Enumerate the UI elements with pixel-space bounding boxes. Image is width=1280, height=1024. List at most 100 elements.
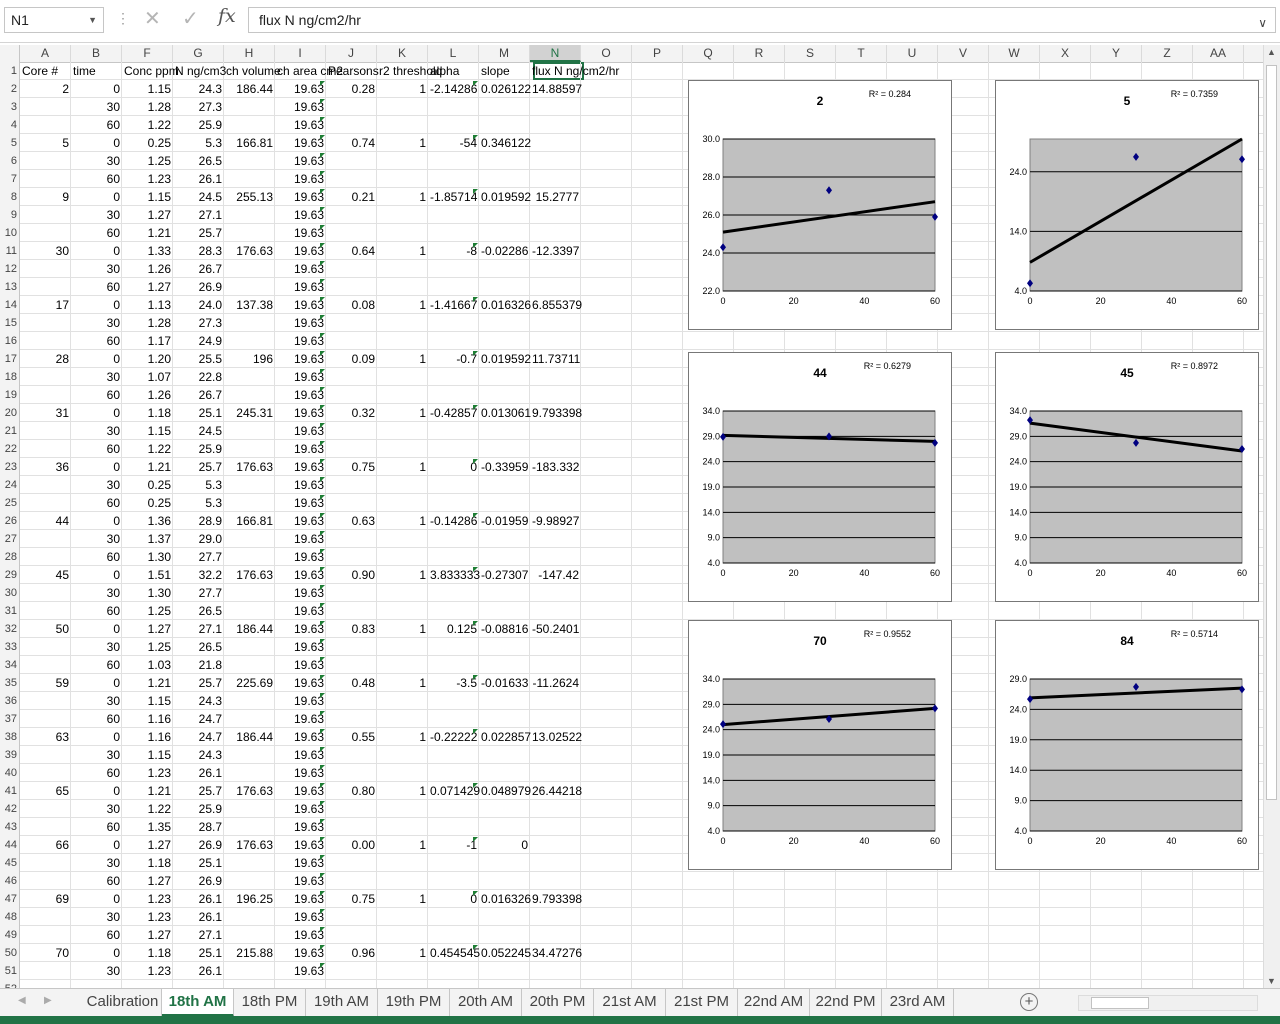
row-header-23[interactable]: 23 xyxy=(4,461,17,473)
row-header-34[interactable]: 34 xyxy=(4,659,17,671)
cell-g40[interactable]: 26.1 xyxy=(198,766,222,780)
sheet-tab[interactable]: 18th PM xyxy=(234,989,306,1017)
cell-b27[interactable]: 30 xyxy=(106,532,120,546)
plus-circle-icon[interactable]: + xyxy=(1020,993,1038,1011)
cell-h29[interactable]: 176.63 xyxy=(236,568,273,582)
row-header-21[interactable]: 21 xyxy=(4,425,17,437)
column-header-n[interactable]: N xyxy=(530,45,581,62)
cell-g47[interactable]: 26.1 xyxy=(198,892,222,906)
cell-b37[interactable]: 60 xyxy=(106,712,120,726)
cell-f7[interactable]: 1.23 xyxy=(147,172,171,186)
cell-k44[interactable]: 1 xyxy=(419,838,426,852)
cell-k50[interactable]: 1 xyxy=(419,946,426,960)
cell-f51[interactable]: 1.23 xyxy=(147,964,171,978)
cell-k23[interactable]: 1 xyxy=(419,460,426,474)
cell-g10[interactable]: 25.7 xyxy=(198,226,222,240)
row-header-35[interactable]: 35 xyxy=(4,677,17,689)
cell-f27[interactable]: 1.37 xyxy=(147,532,171,546)
row-header-3[interactable]: 3 xyxy=(10,101,17,113)
cell-f39[interactable]: 1.15 xyxy=(147,748,171,762)
cell-j20[interactable]: 0.32 xyxy=(351,406,375,420)
cell-l44[interactable]: -1 xyxy=(466,838,477,852)
cell-j11[interactable]: 0.64 xyxy=(351,244,375,258)
cell-a26[interactable]: 44 xyxy=(55,514,69,528)
vertical-scroll-thumb[interactable] xyxy=(1266,65,1277,800)
cell-b30[interactable]: 30 xyxy=(106,586,120,600)
row-header-39[interactable]: 39 xyxy=(4,749,17,761)
cell-i3[interactable]: 19.63 xyxy=(293,100,324,114)
column-header-m[interactable]: M xyxy=(479,45,530,62)
cell-b22[interactable]: 60 xyxy=(106,442,120,456)
row-header-5[interactable]: 5 xyxy=(10,137,17,149)
header-cell-b[interactable]: time xyxy=(73,64,96,78)
cell-a35[interactable]: 59 xyxy=(55,676,69,690)
cell-i39[interactable]: 19.63 xyxy=(293,748,324,762)
cell-f19[interactable]: 1.26 xyxy=(147,388,171,402)
cell-m44[interactable]: 0 xyxy=(521,838,528,852)
horizontal-scrollbar[interactable] xyxy=(1078,995,1258,1011)
cell-f33[interactable]: 1.25 xyxy=(147,640,171,654)
cell-i4[interactable]: 19.63 xyxy=(293,118,324,132)
cell-f20[interactable]: 1.18 xyxy=(147,406,171,420)
cell-l11[interactable]: -8 xyxy=(466,244,477,258)
cell-j26[interactable]: 0.63 xyxy=(351,514,375,528)
row-header-31[interactable]: 31 xyxy=(4,605,17,617)
column-header-k[interactable]: K xyxy=(377,45,428,62)
cell-g16[interactable]: 24.9 xyxy=(198,334,222,348)
cell-g41[interactable]: 25.7 xyxy=(198,784,222,798)
chart-44[interactable]: 44 R² = 0.6279 4.0 9.0 14.0 19.0 24.0 29.0 34.0 0… xyxy=(688,352,952,602)
header-cell-a[interactable]: Core # xyxy=(22,64,59,78)
cell-m29[interactable]: -0.27307 xyxy=(481,568,529,582)
cell-l50[interactable]: 0.454545 xyxy=(430,946,481,960)
cell-g22[interactable]: 25.9 xyxy=(198,442,222,456)
cell-g37[interactable]: 24.7 xyxy=(198,712,222,726)
cell-j41[interactable]: 0.80 xyxy=(351,784,375,798)
cell-b11[interactable]: 0 xyxy=(113,244,120,258)
cell-f13[interactable]: 1.27 xyxy=(147,280,171,294)
formula-input[interactable]: flux N ng/cm2/hr ∨ xyxy=(248,7,1276,33)
row-header-49[interactable]: 49 xyxy=(4,929,17,941)
cell-f46[interactable]: 1.27 xyxy=(147,874,171,888)
cell-g28[interactable]: 27.7 xyxy=(198,550,222,564)
cell-g36[interactable]: 24.3 xyxy=(198,694,222,708)
column-header-v[interactable]: V xyxy=(938,45,989,62)
cell-g34[interactable]: 21.8 xyxy=(198,658,222,672)
cell-j14[interactable]: 0.08 xyxy=(351,298,375,312)
cell-b16[interactable]: 60 xyxy=(106,334,120,348)
cell-j35[interactable]: 0.48 xyxy=(351,676,375,690)
row-header-51[interactable]: 51 xyxy=(4,965,17,977)
cell-a32[interactable]: 50 xyxy=(55,622,69,636)
cell-f45[interactable]: 1.18 xyxy=(147,856,171,870)
header-cell-f[interactable]: Conc ppm xyxy=(124,64,179,78)
cell-b43[interactable]: 60 xyxy=(106,820,120,834)
row-header-29[interactable]: 29 xyxy=(4,569,17,581)
cell-l23[interactable]: 0 xyxy=(470,460,477,474)
cell-m2[interactable]: 0.026122 xyxy=(481,82,532,96)
column-header-h[interactable]: H xyxy=(224,45,275,62)
cell-b40[interactable]: 60 xyxy=(106,766,120,780)
cell-k11[interactable]: 1 xyxy=(419,244,426,258)
cell-i32[interactable]: 19.63 xyxy=(293,622,324,636)
cell-b14[interactable]: 0 xyxy=(113,298,120,312)
row-header-38[interactable]: 38 xyxy=(4,731,17,743)
row-header-9[interactable]: 9 xyxy=(10,209,17,221)
cell-h5[interactable]: 166.81 xyxy=(236,136,273,150)
cell-f11[interactable]: 1.33 xyxy=(147,244,171,258)
cell-f38[interactable]: 1.16 xyxy=(147,730,171,744)
cell-n14[interactable]: 6.855379 xyxy=(532,298,583,312)
cell-l32[interactable]: 0.125 xyxy=(446,622,477,636)
cell-n8[interactable]: 15.2777 xyxy=(535,190,579,204)
cell-g9[interactable]: 27.1 xyxy=(198,208,222,222)
cell-n47[interactable]: 9.793398 xyxy=(532,892,583,906)
cell-g18[interactable]: 22.8 xyxy=(198,370,222,384)
cell-j32[interactable]: 0.83 xyxy=(351,622,375,636)
cell-n41[interactable]: 26.44218 xyxy=(532,784,583,798)
cell-b18[interactable]: 30 xyxy=(106,370,120,384)
cell-f5[interactable]: 0.25 xyxy=(147,136,171,150)
cell-m8[interactable]: 0.019592 xyxy=(481,190,532,204)
cell-i49[interactable]: 19.63 xyxy=(293,928,324,942)
cell-f43[interactable]: 1.35 xyxy=(147,820,171,834)
column-header-z[interactable]: Z xyxy=(1142,45,1193,62)
cell-i50[interactable]: 19.63 xyxy=(293,946,324,960)
cell-b6[interactable]: 30 xyxy=(106,154,120,168)
